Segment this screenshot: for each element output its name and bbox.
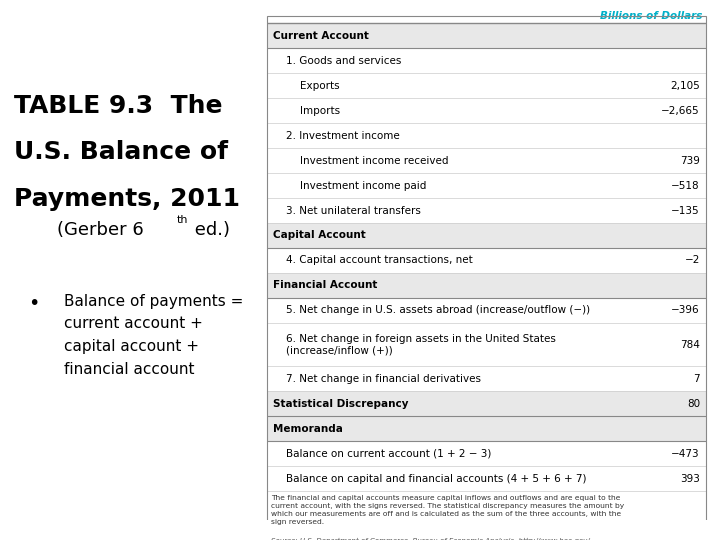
Text: TABLE 9.3  The: TABLE 9.3 The [14, 93, 222, 118]
Text: 5. Net change in U.S. assets abroad (increase/outflow (−)): 5. Net change in U.S. assets abroad (inc… [286, 305, 590, 315]
Bar [267, 23, 706, 49]
Text: −518: −518 [671, 180, 700, 191]
Bar [267, 223, 706, 248]
Text: Capital Account: Capital Account [273, 231, 366, 240]
Text: 4. Capital account transactions, net: 4. Capital account transactions, net [286, 255, 472, 265]
Text: ed.): ed.) [189, 221, 230, 239]
Text: 7. Net change in financial derivatives: 7. Net change in financial derivatives [286, 374, 481, 384]
Text: Investment income paid: Investment income paid [300, 180, 426, 191]
Text: Source: U.S. Department of Commerce, Bureau of Economic Analysis, http://www.bea: Source: U.S. Department of Commerce, Bur… [271, 537, 590, 540]
Text: (Gerber 6: (Gerber 6 [57, 221, 144, 239]
Text: −2,665: −2,665 [661, 106, 700, 116]
Text: 784: 784 [680, 340, 700, 349]
Text: th: th [176, 215, 188, 225]
Text: 739: 739 [680, 156, 700, 166]
Text: −396: −396 [671, 305, 700, 315]
Bar [267, 16, 706, 540]
Text: 1. Goods and services: 1. Goods and services [286, 56, 401, 66]
Text: 6. Net change in foreign assets in the United States
(increase/inflow (+)): 6. Net change in foreign assets in the U… [286, 334, 556, 355]
Text: Balance of payments =
current account +
capital account +
financial account: Balance of payments = current account + … [64, 294, 243, 377]
Text: 3. Net unilateral transfers: 3. Net unilateral transfers [286, 206, 420, 215]
Text: Current Account: Current Account [273, 31, 369, 41]
Text: Payments, 2011: Payments, 2011 [14, 187, 240, 211]
Text: −2: −2 [685, 255, 700, 265]
Text: Exports: Exports [300, 81, 340, 91]
Text: Memoranda: Memoranda [273, 424, 343, 434]
Text: −473: −473 [671, 449, 700, 459]
Text: Balance on capital and financial accounts (4 + 5 + 6 + 7): Balance on capital and financial account… [286, 474, 586, 484]
Text: Investment income received: Investment income received [300, 156, 449, 166]
Text: 80: 80 [687, 399, 700, 409]
Text: 393: 393 [680, 474, 700, 484]
Bar [267, 273, 706, 298]
Bar [267, 416, 706, 441]
Text: Balance on current account (1 + 2 − 3): Balance on current account (1 + 2 − 3) [286, 449, 491, 459]
Text: 2. Investment income: 2. Investment income [286, 131, 400, 140]
Text: Imports: Imports [300, 106, 340, 116]
Text: Billions of Dollars: Billions of Dollars [600, 11, 702, 22]
Text: The financial and capital accounts measure capital inflows and outflows and are : The financial and capital accounts measu… [271, 495, 624, 525]
Text: −135: −135 [671, 206, 700, 215]
Text: U.S. Balance of: U.S. Balance of [14, 140, 228, 164]
Text: Statistical Discrepancy: Statistical Discrepancy [273, 399, 408, 409]
Text: 2,105: 2,105 [670, 81, 700, 91]
Bar [267, 392, 706, 416]
Text: Financial Account: Financial Account [273, 280, 377, 291]
Text: 7: 7 [693, 374, 700, 384]
Text: •: • [29, 294, 40, 313]
